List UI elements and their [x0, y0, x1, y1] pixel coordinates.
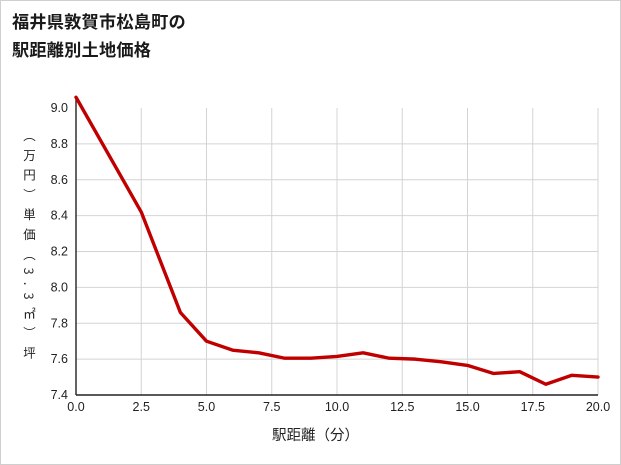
svg-text:2.5: 2.5 [133, 400, 150, 414]
svg-text:8.4: 8.4 [51, 209, 68, 223]
svg-text:8.6: 8.6 [51, 173, 68, 187]
svg-text:12.5: 12.5 [390, 400, 414, 414]
svg-text:9.0: 9.0 [51, 101, 68, 115]
svg-text:17.5: 17.5 [521, 400, 545, 414]
svg-text:15.0: 15.0 [455, 400, 479, 414]
svg-text:7.8: 7.8 [51, 316, 68, 330]
svg-text:10.0: 10.0 [325, 400, 349, 414]
svg-text:20.0: 20.0 [586, 400, 610, 414]
svg-text:7.4: 7.4 [51, 388, 68, 402]
svg-text:8.2: 8.2 [51, 245, 68, 259]
svg-text:5.0: 5.0 [198, 400, 215, 414]
svg-text:8.0: 8.0 [51, 280, 68, 294]
svg-text:0.0: 0.0 [67, 400, 84, 414]
svg-text:7.6: 7.6 [51, 352, 68, 366]
svg-text:7.5: 7.5 [263, 400, 280, 414]
svg-text:8.8: 8.8 [51, 137, 68, 151]
